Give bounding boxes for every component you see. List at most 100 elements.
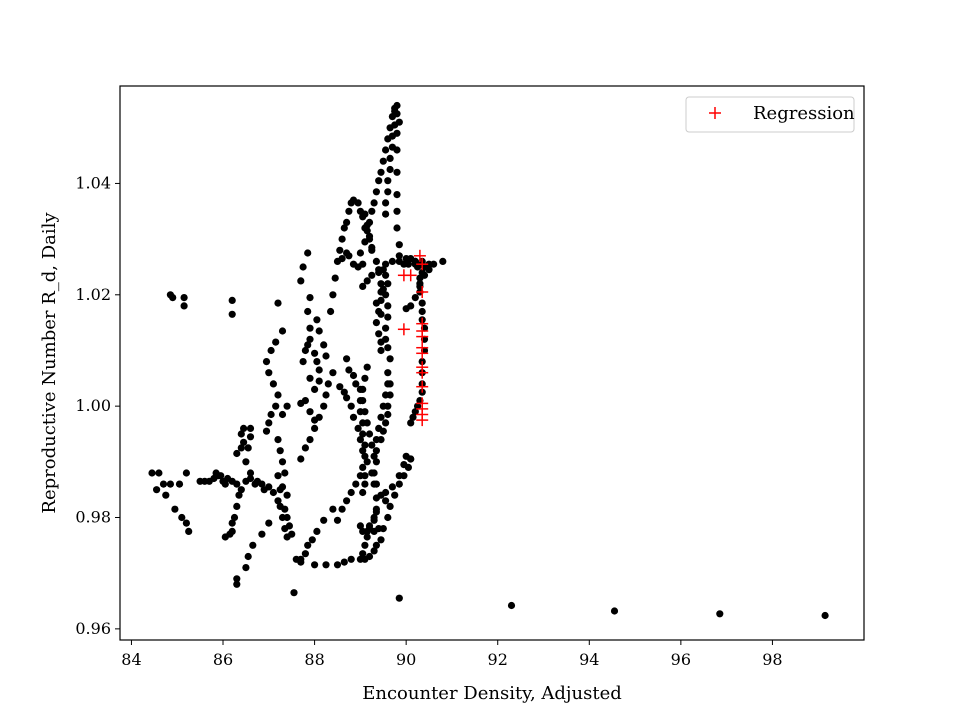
data-point [610,607,619,615]
regression-point [416,366,429,379]
data-point [407,419,415,427]
data-point [304,541,312,549]
data-point [320,402,328,410]
data-point [393,146,401,154]
data-point [244,444,252,452]
data-point [379,427,387,435]
y-tick-label: 0.96 [75,619,111,638]
data-point [230,513,239,522]
data-point [386,165,394,174]
data-point [370,452,378,460]
data-point [278,410,287,419]
data-point [180,294,188,302]
data-point [306,374,314,382]
data-point [246,424,255,432]
data-point [185,527,193,536]
data-point [320,341,328,349]
data-point [361,210,369,218]
data-point [349,413,358,421]
legend: Regression [685,96,855,133]
data-point [359,550,367,558]
data-point [384,410,392,419]
data-point [375,177,383,185]
data-point [327,307,335,316]
data-point [377,413,385,421]
data-point [228,527,236,536]
data-point [377,310,385,318]
data-point [235,491,243,499]
data-point [400,461,408,469]
data-point [372,257,380,265]
data-point [306,294,314,302]
y-axis-label: Reproductive Number R_d, Daily [39,212,60,514]
data-point [329,369,337,377]
data-point [386,380,394,388]
data-point [418,299,426,307]
data-point [148,469,156,477]
data-point [274,391,282,399]
data-point [297,455,305,463]
data-point [311,416,319,424]
data-point [153,486,161,494]
data-point [246,469,255,477]
data-point [299,358,307,366]
data-point [363,458,371,466]
data-point [278,327,287,335]
legend-regression-label: Regression [753,103,855,124]
data-point [322,352,330,360]
data-point [388,257,396,265]
data-point [276,447,284,455]
data-point [377,338,385,346]
data-point [370,516,378,524]
data-point [301,550,309,558]
data-point [372,188,380,196]
regression-point [416,380,429,393]
data-point [356,408,364,416]
data-point [244,552,252,561]
data-point [311,424,319,432]
data-point [304,307,312,316]
data-point [384,344,392,352]
y-tick-label: 0.98 [75,508,111,527]
data-point [265,519,273,527]
data-point [414,402,422,410]
data-point [343,497,351,505]
data-point [377,288,385,296]
data-point [331,274,339,282]
data-point [384,177,392,185]
data-point [228,296,236,304]
data-point [262,358,271,366]
plot-frame [119,85,865,641]
data-point [311,349,319,357]
data-point [356,436,364,444]
data-point [352,380,360,388]
data-point [304,249,312,257]
data-point [382,260,390,268]
data-point [352,480,360,488]
data-point [393,224,401,232]
data-point [372,299,380,307]
data-point [155,469,163,477]
data-point [281,505,289,513]
data-point [246,433,255,441]
data-point [347,402,355,410]
data-point [384,513,392,522]
data-point [306,408,314,416]
data-point [377,280,385,288]
data-point [382,146,390,154]
data-point [414,263,422,271]
data-point [388,483,396,491]
data-point [361,480,369,488]
data-point [365,430,374,438]
data-point [377,168,385,176]
data-point [274,299,282,307]
regression-point [416,330,429,343]
data-point [416,280,424,288]
data-point [182,469,190,477]
data-point [283,513,291,522]
data-point [233,580,241,588]
data-point [395,118,403,126]
data-point [340,224,348,232]
data-point [361,452,369,460]
data-point [340,388,348,396]
